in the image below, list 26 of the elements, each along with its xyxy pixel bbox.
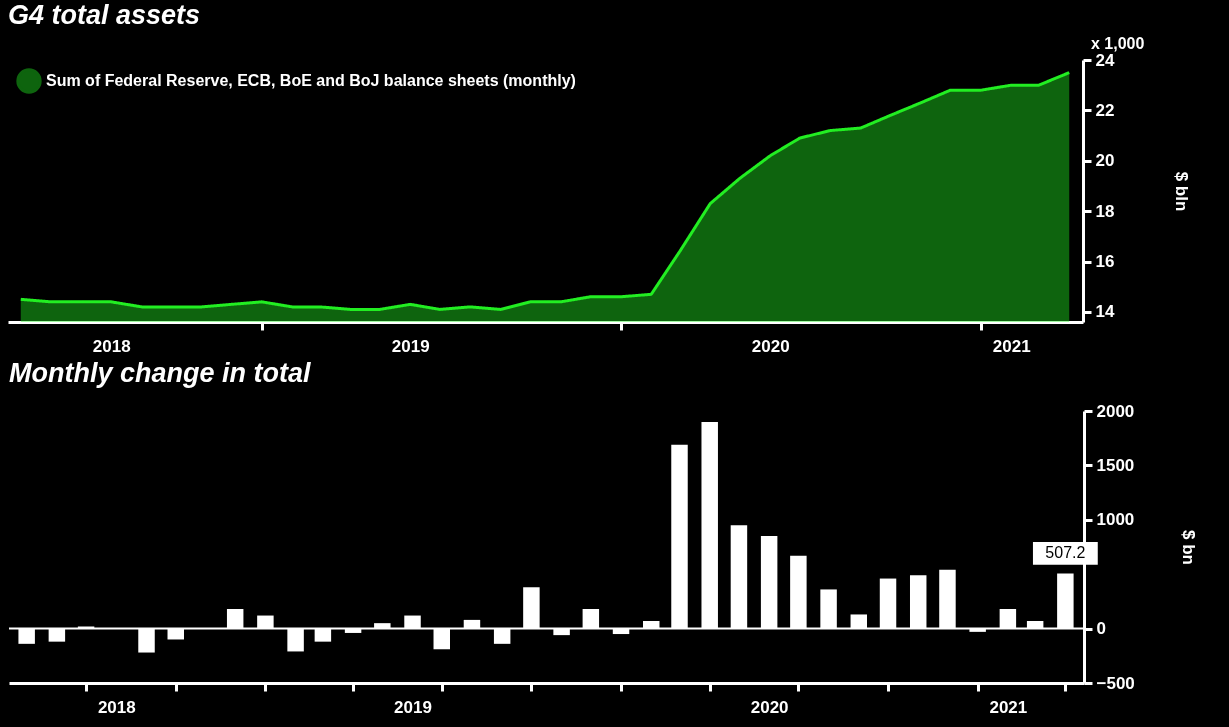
x-tick-label: 2018 (97, 697, 136, 717)
y-tick-label: 16 (1095, 252, 1115, 272)
x-tick-label: 2019 (394, 697, 432, 717)
y-tick-label: 20 (1095, 151, 1115, 171)
x-tick-label: 2021 (989, 697, 1028, 717)
y-axis-title: $ bn (1178, 530, 1198, 565)
y-tick-label: 1000 (1096, 510, 1135, 530)
y-axis-title: $ bln (1172, 171, 1192, 212)
chart-title: G4 total assets (8, 0, 201, 30)
x-tick-label: 2019 (391, 336, 430, 356)
data-label: 507.2 (1045, 544, 1086, 562)
x-tick-label: 2020 (750, 697, 789, 717)
chart-title: Monthly change in total (9, 358, 311, 388)
y-tick-label: −500 (1096, 673, 1135, 693)
y-tick-label: 0 (1096, 619, 1106, 639)
legend-label: Sum of Federal Reserve, ECB, BoE and BoJ balance sheets (monthly) (46, 72, 576, 89)
x-tick-label: 2020 (751, 336, 790, 356)
y-tick-label: 14 (1095, 302, 1115, 322)
y-tick-label: 2000 (1096, 401, 1135, 421)
y-tick-label: 24 (1095, 50, 1115, 70)
y-tick-label: 1500 (1096, 455, 1135, 475)
text: x 1,000 (1091, 35, 1145, 52)
x-tick-label: 2018 (92, 336, 131, 356)
y-tick-label: 18 (1095, 201, 1115, 221)
y-tick-label: 22 (1095, 100, 1115, 120)
x-tick-label: 2021 (992, 336, 1031, 356)
